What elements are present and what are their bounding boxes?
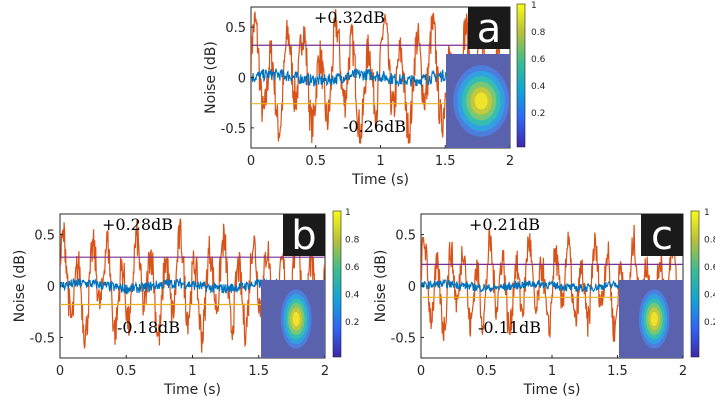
y-tick-label: 0 — [238, 72, 246, 87]
colorbar — [516, 3, 526, 148]
colorbar-tick-label: 0.6 — [345, 263, 360, 273]
x-tick-label: 2 — [506, 154, 514, 169]
x-tick-label: 2 — [321, 364, 329, 379]
upper-annotation: +0.21dB — [469, 215, 540, 234]
x-axis-label: Time (s) — [351, 172, 409, 188]
panel-letter-badge — [283, 214, 325, 256]
colorbar-tick-label: 1 — [531, 1, 537, 11]
panel-letter-badge — [641, 214, 683, 256]
x-tick-label: 0.5 — [305, 154, 326, 169]
x-tick-label: 1 — [548, 364, 556, 379]
y-tick-label: -0.5 — [391, 331, 416, 346]
colorbar-tick-label: 0.4 — [704, 291, 715, 301]
panel-a: a +0.32dB -0.26dB 0 0.5 1 1.5 2 -0.5 0 0.5 Time (s)… — [203, 1, 546, 188]
colorbar-tick-label: 0.2 — [531, 109, 545, 119]
y-tick-label: 0.5 — [395, 229, 416, 244]
x-tick-label: 0 — [247, 154, 255, 169]
y-tick-label: 0 — [408, 280, 416, 295]
colorbar-tick-label: 1 — [704, 208, 710, 218]
x-tick-label: 1.5 — [248, 364, 269, 379]
panel-c: c +0.21dB -0.11dB 0 0.5 1 1.5 2 -0.5 0 0.5 Time (s)… — [373, 208, 715, 398]
y-tick-label: 0.5 — [225, 21, 246, 36]
colorbar-tick-label: 0.4 — [345, 291, 360, 301]
colorbar-tick-label: 0.4 — [531, 82, 546, 92]
plot-content — [421, 224, 683, 358]
y-axis-label: Noise (dB) — [373, 250, 389, 323]
y-axis-label: Noise (dB) — [203, 41, 219, 114]
colorbar-tick-label: 0.2 — [704, 318, 715, 328]
y-tick-label: 0 — [47, 280, 55, 295]
colorbar — [332, 210, 342, 358]
colorbar — [690, 210, 700, 358]
inset-contour — [650, 311, 658, 327]
upper-annotation: +0.28dB — [102, 215, 173, 234]
panel-letter-badge — [468, 7, 510, 49]
lower-annotation: -0.11dB — [478, 318, 541, 337]
panel-letter: b — [291, 213, 316, 259]
x-tick-label: 2 — [679, 364, 687, 379]
colorbar-tick-label: 0.6 — [704, 263, 715, 273]
x-tick-label: 1 — [188, 364, 196, 379]
colorbar-tick-label: 0.8 — [704, 236, 715, 246]
x-axis-label: Time (s) — [163, 382, 221, 398]
lower-annotation: -0.26dB — [343, 117, 406, 136]
inset-contour — [474, 92, 488, 110]
colorbar-tick-label: 0.8 — [345, 236, 360, 246]
upper-annotation: +0.32dB — [314, 8, 385, 27]
x-tick-label: 0.5 — [476, 364, 497, 379]
inset-contour — [292, 311, 300, 327]
x-tick-label: 0.5 — [116, 364, 137, 379]
y-tick-label: -0.5 — [30, 331, 55, 346]
panel-letter: a — [477, 6, 502, 52]
colorbar-tick-label: 0.8 — [531, 28, 546, 38]
colorbar-tick-label: 0.2 — [345, 318, 359, 328]
panel-letter: c — [651, 213, 673, 259]
x-tick-label: 1.5 — [435, 154, 456, 169]
colorbar-tick-label: 1 — [345, 208, 351, 218]
x-tick-label: 1.5 — [607, 364, 628, 379]
x-tick-label: 0 — [417, 364, 425, 379]
plot-content — [251, 9, 510, 148]
y-tick-label: 0.5 — [34, 229, 55, 244]
plot-content — [60, 218, 325, 358]
y-tick-label: -0.5 — [221, 122, 246, 137]
colorbar-tick-label: 0.6 — [531, 55, 546, 65]
lower-annotation: -0.18dB — [117, 318, 180, 337]
x-tick-label: 1 — [376, 154, 384, 169]
series-orange-line — [251, 9, 510, 144]
x-tick-label: 0 — [56, 364, 64, 379]
x-axis-label: Time (s) — [523, 382, 581, 398]
y-axis-label: Noise (dB) — [12, 250, 28, 323]
panel-b: b +0.28dB -0.18dB 0 0.5 1 1.5 2 -0.5 0 0.5 Time (s)… — [12, 208, 360, 398]
